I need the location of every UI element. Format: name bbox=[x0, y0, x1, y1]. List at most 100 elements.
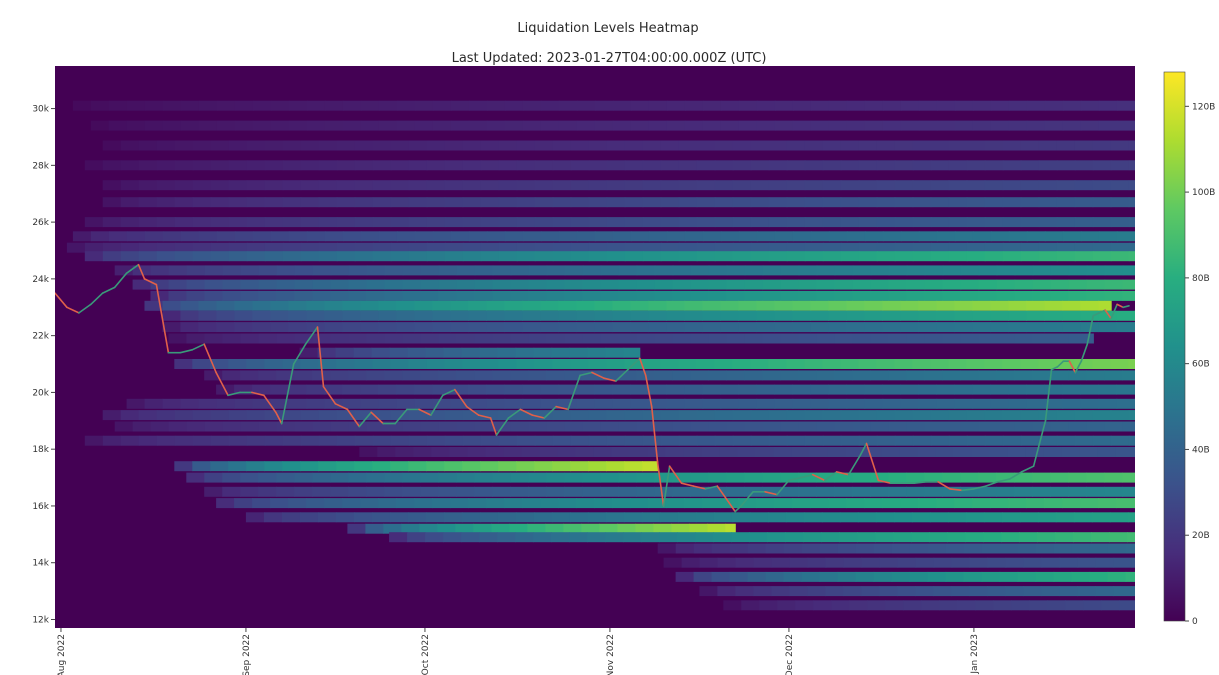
heatmap-cell bbox=[551, 532, 570, 543]
heatmap-cell bbox=[408, 410, 428, 421]
heatmap-cell bbox=[696, 217, 716, 228]
heatmap-cell bbox=[1104, 370, 1123, 381]
heatmap-cell bbox=[1128, 242, 1135, 253]
heatmap-cell bbox=[713, 512, 733, 523]
heatmap-cell bbox=[359, 447, 378, 457]
heatmap-cell bbox=[342, 398, 362, 409]
heatmap-cell bbox=[714, 359, 733, 369]
heatmap-cell bbox=[396, 498, 415, 509]
heatmap-cell bbox=[660, 197, 680, 208]
heatmap-cell bbox=[432, 322, 451, 333]
heatmap-cell bbox=[1109, 532, 1128, 543]
heatmap-cell bbox=[819, 543, 839, 554]
liquidation-band bbox=[245, 512, 1135, 523]
price-segment bbox=[66, 306, 80, 314]
price-segment bbox=[1068, 360, 1077, 374]
heatmap-cell bbox=[839, 512, 859, 523]
heatmap-cell bbox=[600, 370, 619, 381]
heatmap-cell bbox=[90, 100, 110, 111]
heatmap-cell bbox=[762, 290, 782, 301]
heatmap-cell bbox=[1074, 242, 1094, 253]
heatmap-cell bbox=[684, 310, 703, 321]
heatmap-cell bbox=[551, 512, 571, 523]
heatmap-cell bbox=[786, 197, 806, 208]
heatmap-cell bbox=[426, 461, 445, 472]
heatmap-cell bbox=[789, 586, 808, 597]
heatmap-cell bbox=[1014, 472, 1033, 483]
heatmap-cell bbox=[947, 532, 966, 543]
heatmap-cell bbox=[1002, 251, 1022, 262]
heatmap-cell bbox=[246, 180, 266, 191]
heatmap-cell bbox=[354, 160, 374, 171]
heatmap-cell bbox=[252, 120, 272, 131]
heatmap-cell bbox=[1125, 543, 1135, 554]
heatmap-cell bbox=[576, 100, 596, 111]
heatmap-cell bbox=[456, 333, 475, 344]
colorbar-tick-label: 20B bbox=[1192, 531, 1210, 541]
heatmap-cell bbox=[528, 279, 548, 290]
heatmap-cell bbox=[1080, 498, 1099, 509]
heatmap-cell bbox=[588, 461, 607, 472]
heatmap-cell bbox=[899, 447, 918, 457]
heatmap-cell bbox=[126, 398, 146, 409]
heatmap-cell bbox=[282, 197, 302, 208]
heatmap-cell bbox=[348, 421, 368, 432]
heatmap-cell bbox=[714, 242, 734, 253]
heatmap-cell bbox=[1080, 100, 1100, 111]
heatmap-cell bbox=[468, 300, 488, 311]
heatmap-cell bbox=[516, 435, 536, 446]
heatmap-cell bbox=[504, 310, 523, 321]
heatmap-cell bbox=[396, 231, 416, 242]
heatmap-cell bbox=[294, 290, 314, 301]
heatmap-cell bbox=[90, 120, 110, 131]
heatmap-cell bbox=[162, 310, 181, 321]
heatmap-cell bbox=[371, 347, 391, 358]
heatmap-cell bbox=[960, 486, 979, 497]
heatmap-cell bbox=[792, 310, 811, 321]
heatmap-cell bbox=[330, 333, 349, 344]
heatmap-cell bbox=[342, 120, 362, 131]
heatmap-cell bbox=[750, 140, 770, 151]
heatmap-cell bbox=[828, 300, 848, 311]
heatmap-cell bbox=[1038, 160, 1058, 171]
heatmap-cell bbox=[726, 421, 746, 432]
heatmap-cell bbox=[1008, 231, 1028, 242]
heatmap-cell bbox=[870, 279, 890, 290]
heatmap-cell bbox=[1008, 322, 1027, 333]
heatmap-cell bbox=[900, 120, 920, 131]
liquidation-band bbox=[84, 217, 1135, 228]
heatmap-cell bbox=[216, 498, 235, 509]
heatmap-cell bbox=[840, 197, 860, 208]
heatmap-cell bbox=[264, 140, 284, 151]
heatmap-cell bbox=[408, 160, 428, 171]
heatmap-cell bbox=[888, 370, 907, 381]
y-tick-label: 16k bbox=[32, 502, 49, 512]
heatmap-cell bbox=[444, 217, 464, 228]
heatmap-cell bbox=[834, 486, 853, 497]
heatmap-cell bbox=[468, 231, 488, 242]
heatmap-cell bbox=[390, 242, 410, 253]
heatmap-cell bbox=[729, 543, 749, 554]
heatmap-cell bbox=[300, 410, 320, 421]
heatmap-cell bbox=[666, 498, 685, 509]
heatmap-cell bbox=[852, 265, 872, 276]
heatmap-cell bbox=[515, 532, 534, 543]
heatmap-cell bbox=[798, 279, 818, 290]
heatmap-cell bbox=[690, 370, 709, 381]
heatmap-cell bbox=[222, 472, 241, 483]
heatmap-cell bbox=[198, 100, 218, 111]
heatmap-cell bbox=[891, 571, 911, 582]
price-segment bbox=[937, 480, 951, 490]
heatmap-cell bbox=[612, 120, 632, 131]
heatmap-cell bbox=[437, 523, 456, 534]
heatmap-cell bbox=[126, 120, 146, 131]
heatmap-cell bbox=[636, 421, 656, 432]
heatmap-cell bbox=[624, 160, 644, 171]
heatmap-cell bbox=[696, 435, 716, 446]
heatmap-cell bbox=[1104, 279, 1124, 290]
heatmap-cell bbox=[786, 435, 806, 446]
heatmap-cell bbox=[1020, 140, 1040, 151]
price-segment bbox=[1104, 309, 1112, 320]
heatmap-cell bbox=[1038, 435, 1058, 446]
heatmap-cell bbox=[234, 100, 254, 111]
